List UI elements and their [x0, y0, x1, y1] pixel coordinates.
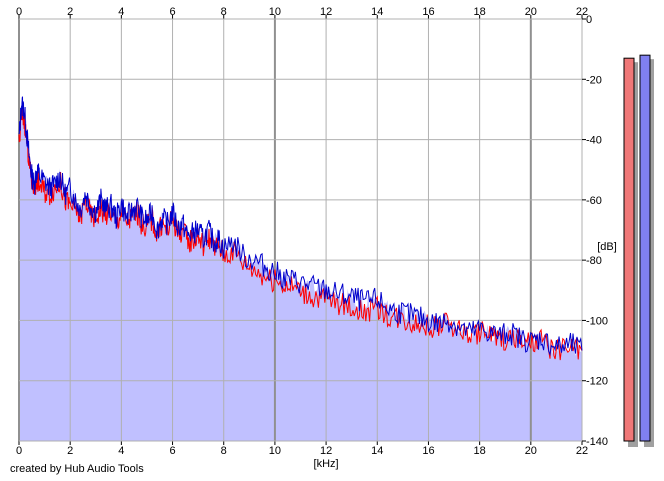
x-tick-label-top: 22: [576, 6, 588, 18]
y-tick-label: -120: [586, 376, 608, 388]
level-meter-layer: [623, 54, 654, 448]
x-tick-label-top: 6: [169, 6, 175, 18]
x-tick-label-top: 18: [474, 6, 486, 18]
x-tick-label-top: 10: [269, 6, 281, 18]
x-tick-label-bottom: 16: [422, 445, 434, 457]
series-line-blue: [18, 96, 583, 357]
x-tick-label-bottom: 10: [269, 445, 281, 457]
tick-label-layer: 002244668810101212141416161818202022220-…: [16, 6, 608, 457]
y-tick-label: -140: [586, 436, 608, 448]
level-meter-bar: [639, 54, 651, 442]
x-tick-label-bottom: 12: [320, 445, 332, 457]
y-tick-label: -60: [586, 195, 602, 207]
x-tick-label-bottom: 8: [221, 445, 227, 457]
x-tick-label-bottom: 0: [16, 445, 22, 457]
y-tick-label: -20: [586, 74, 602, 86]
x-tick-label-top: 2: [67, 6, 73, 18]
x-tick-label-bottom: 18: [474, 445, 486, 457]
x-tick-label-bottom: 2: [67, 445, 73, 457]
x-tick-label-bottom: 14: [371, 445, 383, 457]
x-tick-label-top: 8: [221, 6, 227, 18]
credit-text: created by Hub Audio Tools: [10, 463, 144, 475]
y-tick-label: -40: [586, 135, 602, 147]
x-tick-label-bottom: 6: [169, 445, 175, 457]
x-tick-label-top: 0: [16, 6, 22, 18]
y-tick-label: 0: [586, 14, 592, 26]
x-tick-label-top: 16: [422, 6, 434, 18]
grid-layer: [18, 15, 586, 445]
x-axis-label: [kHz]: [314, 458, 339, 470]
x-tick-label-bottom: 22: [576, 445, 588, 457]
y-tick-label: -100: [586, 315, 608, 327]
x-tick-label-top: 14: [371, 6, 383, 18]
x-tick-label-bottom: 4: [118, 445, 124, 457]
series-layer: [18, 96, 583, 361]
x-tick-label-bottom: 20: [525, 445, 537, 457]
y-tick-label: -80: [586, 255, 602, 267]
x-tick-label-top: 4: [118, 6, 124, 18]
x-tick-label-top: 20: [525, 6, 537, 18]
spectrum-area-fill: [19, 100, 582, 441]
y-axis-label: [dB]: [597, 241, 617, 253]
spectrum-fill-layer: [19, 100, 582, 441]
level-meter-bar: [623, 57, 635, 442]
x-tick-label-top: 12: [320, 6, 332, 18]
